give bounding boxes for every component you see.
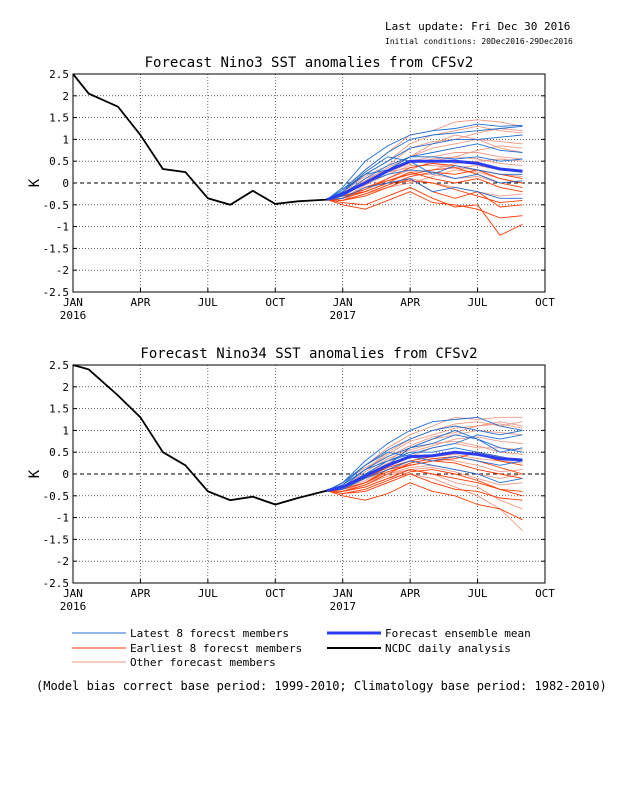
other-member-line: [326, 440, 523, 492]
y-tick-label: -1: [56, 221, 69, 234]
x-tick-label: OCT: [535, 587, 555, 600]
latest-member-line: [326, 460, 523, 492]
ensemble-mean-line: [326, 450, 523, 493]
x-tick-label: JUL: [468, 296, 488, 309]
y-tick-label: 0: [62, 177, 69, 190]
y-axis-label: K: [27, 178, 43, 187]
footnote: (Model bias correct base period: 1999-20…: [36, 679, 607, 693]
initial-conditions-text: Initial conditions: 20Dec2016-29Dec2016: [385, 37, 573, 46]
y-tick-label: 1.5: [49, 403, 69, 416]
x-tick-label: APR: [130, 296, 150, 309]
earliest-member-line: [326, 469, 523, 497]
y-axis-label: K: [27, 469, 43, 478]
latest-member-line: [326, 434, 523, 492]
y-tick-label: 0.5: [49, 155, 69, 168]
y-tick-label: 0.5: [49, 446, 69, 459]
ensemble-mean-line: [326, 159, 523, 202]
latest-member-line: [326, 156, 523, 201]
latest-member-line: [326, 143, 523, 200]
x-tick-year: 2016: [60, 600, 87, 613]
y-tick-label: -1.5: [43, 533, 70, 546]
nino34-chart: Forecast Nino34 SST anomalies from CFSv2…: [27, 346, 555, 613]
x-tick-label: APR: [400, 296, 420, 309]
x-tick-year: 2017: [329, 309, 356, 322]
y-tick-label: 2: [62, 90, 69, 103]
y-tick-label: -2: [56, 264, 69, 277]
chart-title: Forecast Nino34 SST anomalies from CFSv2: [140, 346, 477, 362]
y-tick-label: 1.5: [49, 112, 69, 125]
x-tick-label: OCT: [535, 296, 555, 309]
x-tick-label: OCT: [265, 296, 285, 309]
y-tick-label: -2.5: [43, 286, 70, 299]
y-tick-label: -2.5: [43, 577, 70, 590]
y-tick-label: 1: [62, 133, 69, 146]
legend-analysis-label: NCDC daily analysis: [385, 642, 511, 655]
x-tick-label: JAN: [333, 296, 353, 309]
latest-member-line: [326, 416, 523, 492]
y-tick-label: -1: [56, 512, 69, 525]
x-tick-label: JUL: [468, 587, 488, 600]
y-tick-label: -0.5: [43, 490, 70, 503]
earliest-member-line: [326, 186, 523, 236]
earliest-member-line: [326, 169, 523, 201]
y-tick-label: 1: [62, 424, 69, 437]
legend-other-label: Other forecast members: [130, 656, 276, 669]
analysis-line: [72, 364, 328, 506]
other-member-line: [326, 128, 523, 201]
x-tick-label: JUL: [198, 296, 218, 309]
y-tick-label: -2: [56, 555, 69, 568]
legend: Latest 8 forecst members Earliest 8 fore…: [72, 627, 531, 669]
latest-member-line: [326, 134, 523, 201]
y-tick-label: 0: [62, 468, 69, 481]
x-tick-label: JAN: [63, 587, 83, 600]
latest-member-line: [326, 451, 523, 492]
y-tick-label: 2.5: [49, 359, 69, 372]
x-tick-label: OCT: [265, 587, 285, 600]
x-tick-year: 2017: [329, 600, 356, 613]
earliest-member-line: [326, 469, 523, 492]
latest-member-line: [326, 425, 523, 492]
x-tick-label: APR: [400, 587, 420, 600]
latest-member-line: [326, 123, 523, 200]
legend-mean-label: Forecast ensemble mean: [385, 627, 531, 640]
x-tick-label: APR: [130, 587, 150, 600]
earliest-member-line: [326, 180, 523, 204]
chart-title: Forecast Nino3 SST anomalies from CFSv2: [145, 55, 474, 71]
y-tick-label: 2.5: [49, 68, 69, 81]
last-update-text: Last update: Fri Dec 30 2016: [385, 20, 571, 33]
earliest-member-line: [326, 482, 523, 521]
earliest-member-line: [326, 456, 523, 492]
nino3-chart: Forecast Nino3 SST anomalies from CFSv2 2…: [27, 55, 555, 322]
y-tick-label: -0.5: [43, 199, 70, 212]
analysis-line: [72, 73, 328, 206]
other-member-line: [326, 464, 523, 492]
earliest-member-line: [326, 191, 523, 219]
legend-earliest-label: Earliest 8 forecst members: [130, 642, 302, 655]
latest-member-line: [326, 125, 523, 200]
x-tick-year: 2016: [60, 309, 87, 322]
earliest-member-line: [326, 473, 523, 501]
latest-member-line: [326, 178, 523, 201]
x-tick-label: JUL: [198, 587, 218, 600]
x-tick-label: JAN: [63, 296, 83, 309]
x-tick-label: JAN: [333, 587, 353, 600]
latest-member-line: [326, 434, 523, 492]
y-tick-label: -1.5: [43, 242, 70, 255]
earliest-member-line: [326, 171, 523, 201]
y-tick-label: 2: [62, 381, 69, 394]
legend-latest-label: Latest 8 forecst members: [130, 627, 289, 640]
